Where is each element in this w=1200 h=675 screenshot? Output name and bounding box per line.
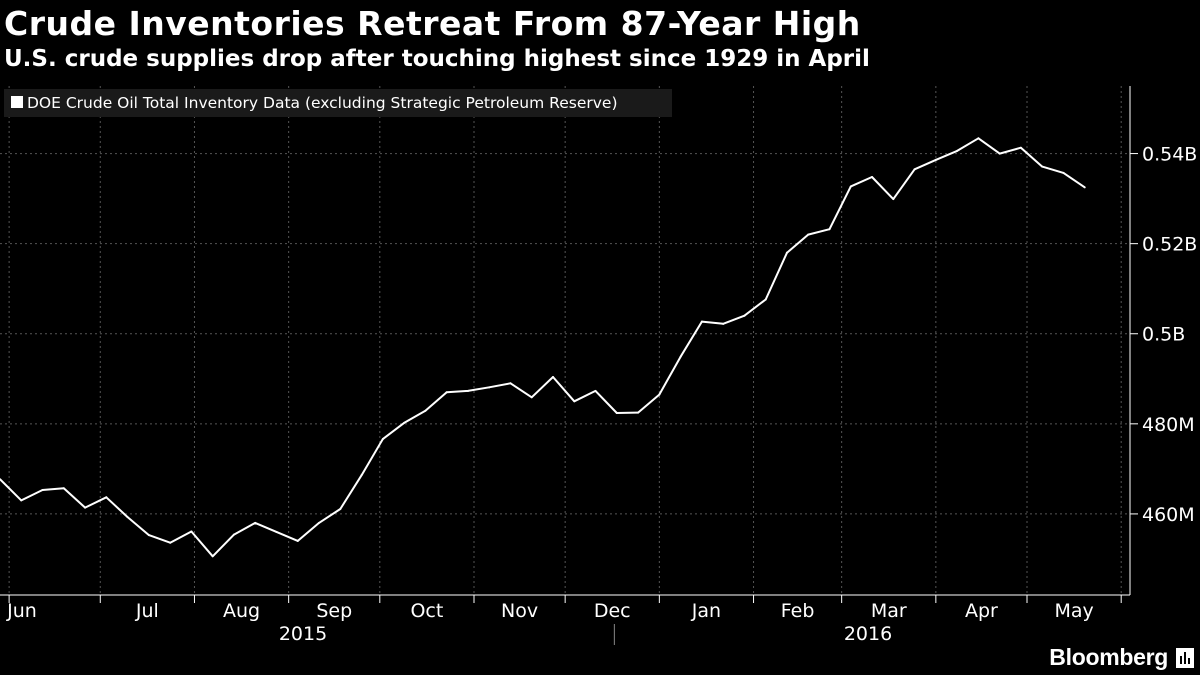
data-point <box>892 198 895 201</box>
data-point <box>594 389 597 392</box>
x-tick-label: Feb <box>781 600 815 622</box>
y-tick-labels: 460M 480M 0.5B 0.52B 0.54B <box>1142 144 1197 526</box>
data-point <box>0 478 1 481</box>
data-point <box>190 530 193 533</box>
data-point <box>339 507 342 510</box>
y-tick-label: 0.54B <box>1142 144 1197 166</box>
data-point <box>466 389 469 392</box>
legend-swatch <box>11 96 23 108</box>
data-point <box>84 506 87 509</box>
x-tick-label: Jul <box>135 600 159 622</box>
data-point <box>700 320 703 323</box>
data-point <box>360 474 363 477</box>
data-point <box>998 152 1001 155</box>
axes <box>0 86 1138 603</box>
data-point <box>615 412 618 415</box>
y-tick-label: 0.52B <box>1142 234 1197 256</box>
data-point <box>20 499 23 502</box>
x-tick-label: Dec <box>594 600 631 622</box>
data-point <box>232 533 235 536</box>
data-point <box>147 534 150 537</box>
data-point <box>807 233 810 236</box>
data-point <box>785 251 788 254</box>
data-point <box>445 391 448 394</box>
bloomberg-terminal-icon <box>1176 647 1194 668</box>
x-tick-label: Oct <box>410 600 443 622</box>
data-point <box>722 322 725 325</box>
data-point <box>62 487 65 490</box>
y-tick-label: 460M <box>1142 504 1195 526</box>
data-point <box>977 137 980 140</box>
data-point <box>403 421 406 424</box>
series-layer <box>0 137 1086 558</box>
data-point <box>169 541 172 544</box>
data-point <box>509 382 512 385</box>
x-tick-label: Mar <box>871 600 907 622</box>
x-tick-label: Sep <box>316 600 352 622</box>
data-point <box>1062 171 1065 174</box>
data-point <box>318 521 321 524</box>
data-point <box>679 355 682 358</box>
year-label: 2015 <box>279 623 327 645</box>
data-point <box>1083 186 1086 189</box>
x-tick-label: Nov <box>501 600 538 622</box>
data-point <box>849 185 852 188</box>
data-point <box>211 555 214 558</box>
bloomberg-logo: Bloomberg <box>1049 644 1168 670</box>
data-point <box>871 175 874 178</box>
data-point <box>1019 146 1022 149</box>
data-point <box>296 539 299 542</box>
data-point <box>275 530 278 533</box>
data-point <box>530 396 533 399</box>
year-label: 2016 <box>844 623 892 645</box>
data-point <box>552 375 554 378</box>
x-tick-label: Jan <box>691 600 721 622</box>
data-point <box>956 149 959 152</box>
chart-title: Crude Inventories Retreat From 87-Year H… <box>4 4 861 43</box>
legend-label: DOE Crude Oil Total Inventory Data (excl… <box>27 94 618 112</box>
x-tick-label: Aug <box>223 600 260 622</box>
x-tick-label: Jun <box>6 600 37 622</box>
chart-subtitle: U.S. crude supplies drop after touching … <box>4 46 870 72</box>
x-tick-labels: Jun Jul Aug Sep Oct Nov Dec Jan Feb Mar Apr May 2015… <box>6 600 1094 645</box>
x-tick-label: Apr <box>965 600 998 622</box>
data-point <box>488 386 491 389</box>
data-point <box>126 516 129 519</box>
y-tick-label: 480M <box>1142 414 1195 436</box>
data-point <box>764 298 767 301</box>
data-point <box>41 489 44 492</box>
legend: DOE Crude Oil Total Inventory Data (excl… <box>4 89 672 117</box>
data-point <box>658 393 661 396</box>
footer: Bloomberg <box>1049 644 1194 671</box>
data-point <box>934 158 937 161</box>
series-line <box>0 137 1086 558</box>
data-point <box>105 496 108 499</box>
data-point <box>913 168 916 171</box>
data-point <box>637 411 640 414</box>
data-point <box>254 521 257 524</box>
data-point <box>573 400 576 403</box>
y-tick-label: 0.5B <box>1142 324 1185 346</box>
data-point <box>828 228 831 231</box>
grid-lines <box>0 86 1130 595</box>
x-tick-label: May <box>1054 600 1093 622</box>
data-point <box>381 438 384 441</box>
legend-background <box>4 89 672 117</box>
data-point <box>424 409 427 412</box>
data-point <box>743 314 746 317</box>
data-point <box>1041 165 1044 168</box>
